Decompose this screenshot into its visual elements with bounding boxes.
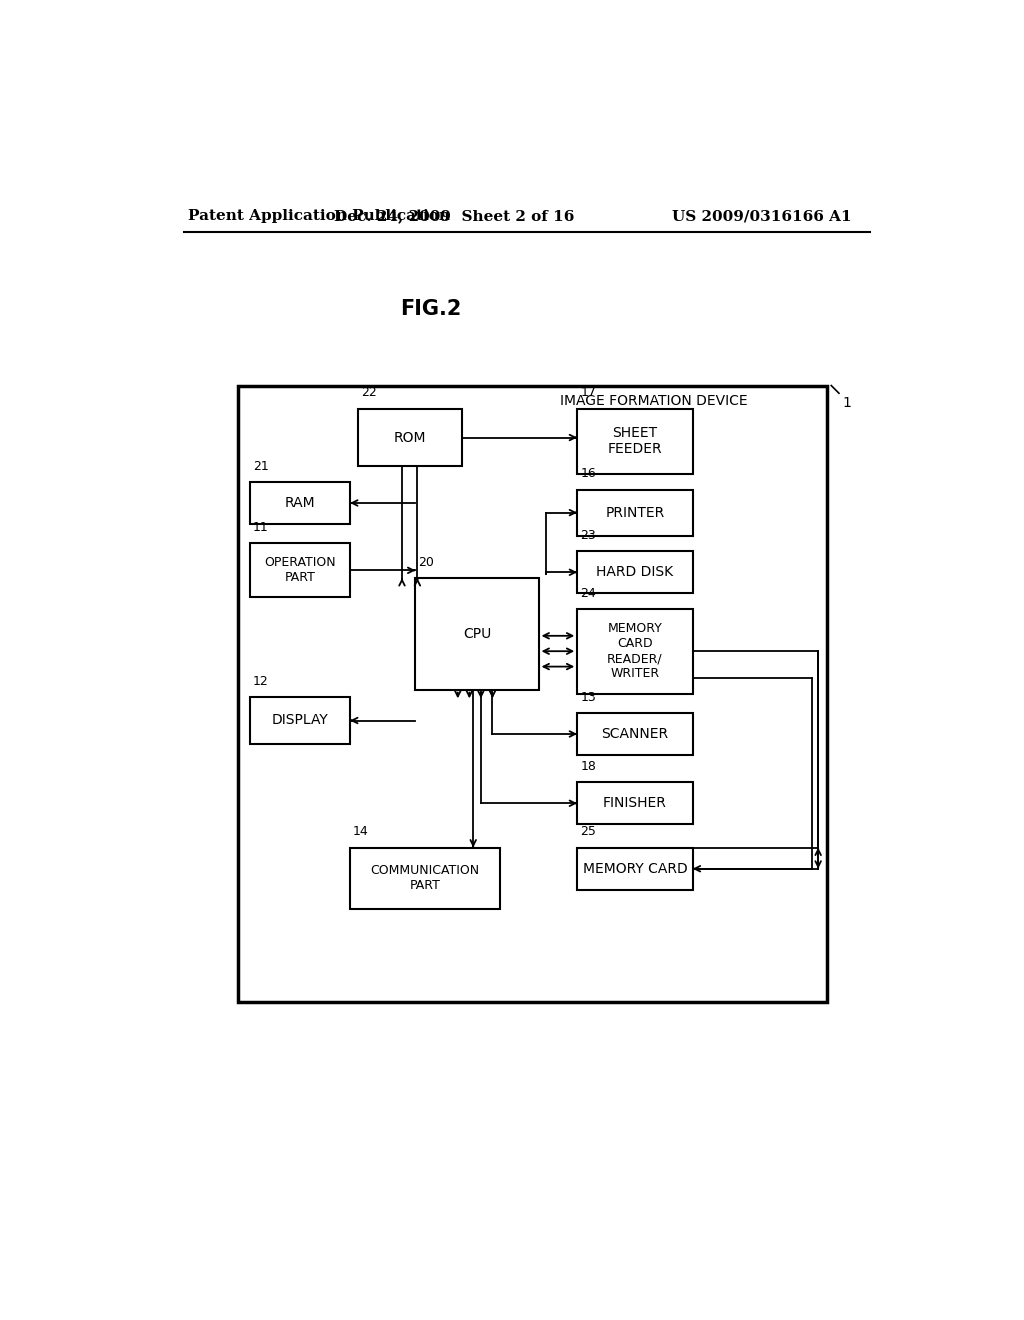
Text: CPU: CPU [463, 627, 492, 642]
Text: DISPLAY: DISPLAY [271, 714, 329, 727]
Text: ROM: ROM [393, 430, 426, 445]
Bar [250, 544, 350, 597]
Text: RAM: RAM [285, 496, 315, 510]
Text: SCANNER: SCANNER [601, 727, 669, 741]
Text: 24: 24 [581, 586, 596, 599]
Text: 23: 23 [581, 529, 596, 543]
Text: 22: 22 [360, 387, 377, 400]
Text: US 2009/0316166 A1: US 2009/0316166 A1 [672, 209, 852, 223]
Text: FIG.2: FIG.2 [400, 298, 462, 318]
Text: 12: 12 [253, 675, 268, 688]
Bar [357, 409, 462, 466]
Text: 18: 18 [581, 760, 596, 774]
Bar [578, 552, 692, 594]
Text: Dec. 24, 2009  Sheet 2 of 16: Dec. 24, 2009 Sheet 2 of 16 [334, 209, 574, 223]
Text: 25: 25 [581, 825, 596, 838]
Bar [578, 609, 692, 693]
Text: 16: 16 [581, 467, 596, 480]
Bar [578, 713, 692, 755]
Text: HARD DISK: HARD DISK [596, 565, 674, 579]
Bar [578, 847, 692, 890]
Text: 13: 13 [581, 690, 596, 704]
Text: 17: 17 [581, 387, 596, 400]
Text: IMAGE FORMATION DEVICE: IMAGE FORMATION DEVICE [560, 393, 748, 408]
Bar [578, 490, 692, 536]
Bar [578, 409, 692, 474]
Text: 11: 11 [253, 521, 268, 535]
Text: PRINTER: PRINTER [605, 506, 665, 520]
Text: 14: 14 [353, 825, 369, 838]
Text: Patent Application Publication: Patent Application Publication [188, 209, 451, 223]
Text: 1: 1 [843, 396, 852, 409]
Bar [578, 781, 692, 825]
Bar [416, 578, 539, 689]
Bar [350, 847, 500, 909]
Text: MEMORY
CARD
READER/
WRITER: MEMORY CARD READER/ WRITER [607, 622, 663, 680]
Text: FINISHER: FINISHER [603, 796, 667, 810]
Bar [239, 385, 827, 1002]
Text: SHEET
FEEDER: SHEET FEEDER [607, 426, 663, 457]
Text: MEMORY CARD: MEMORY CARD [583, 862, 687, 875]
Bar [250, 482, 350, 524]
Text: 21: 21 [253, 459, 268, 473]
Text: 20: 20 [419, 556, 434, 569]
Text: OPERATION
PART: OPERATION PART [264, 556, 336, 585]
Text: COMMUNICATION
PART: COMMUNICATION PART [371, 865, 479, 892]
Bar [250, 697, 350, 743]
